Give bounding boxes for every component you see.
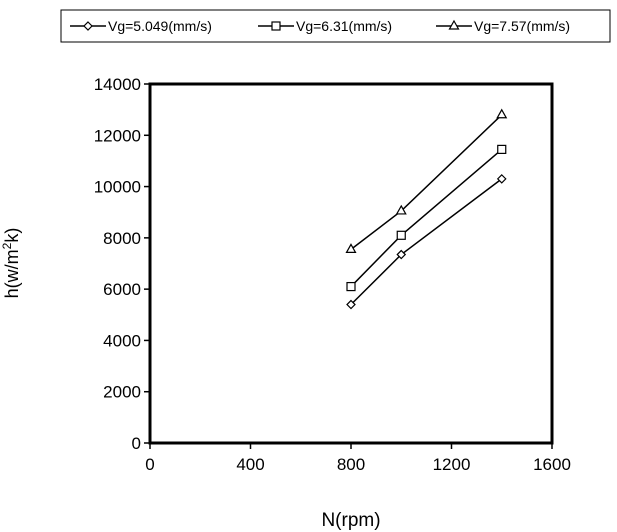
legend-label: Vg=7.57(mm/s) (474, 18, 570, 34)
data-point-diamond (396, 249, 407, 260)
y-tick-label: 2000 (103, 383, 141, 402)
x-tick-label: 1200 (433, 455, 471, 474)
y-tick-label: 4000 (103, 331, 141, 350)
axis-ticks: 0 2000 4000 6000 8000 10000 12000 14000 0 400 800 1… (94, 75, 571, 474)
legend-marker (448, 19, 460, 30)
data-point-triangle (395, 204, 407, 215)
data-point-diamond (496, 174, 507, 184)
series-layer (345, 108, 508, 310)
legend-label: Vg=6.31(mm/s) (296, 18, 392, 34)
data-point-triangle (496, 108, 508, 119)
legend-item: Vg=7.57(mm/s) (436, 18, 570, 34)
legend: Vg=5.049(mm/s) Vg=6.31(mm/s) Vg=7.57(mm/s) (60, 9, 611, 43)
legend-label: Vg=5.049(mm/s) (108, 18, 212, 34)
series-square (346, 144, 507, 292)
legend-box (60, 9, 611, 43)
y-tick-label: 0 (132, 434, 141, 453)
legend-item: Vg=6.31(mm/s) (258, 18, 392, 34)
data-point-square (396, 230, 406, 240)
y-tick-label: 6000 (103, 280, 141, 299)
legend-marker (83, 21, 93, 31)
y-axis-title: h(w/m2k) (0, 228, 22, 299)
legend-marker (271, 21, 281, 31)
y-tick-label: 8000 (103, 229, 141, 248)
x-tick-label: 1600 (533, 455, 571, 474)
data-point-square (346, 281, 356, 292)
plot-area (148, 82, 554, 445)
data-point-square (497, 144, 507, 154)
series-diamond (346, 174, 507, 310)
data-point-triangle (345, 243, 357, 253)
legend-item: Vg=5.049(mm/s) (70, 18, 212, 34)
y-tick-label: 14000 (94, 75, 141, 94)
x-axis-title: N(rpm) (321, 510, 380, 531)
series-triangle (345, 108, 508, 253)
y-tick-label: 12000 (94, 126, 141, 145)
x-tick-label: 0 (145, 455, 154, 474)
data-point-diamond (346, 299, 356, 310)
y-tick-label: 10000 (94, 178, 141, 197)
x-tick-label: 800 (337, 455, 365, 474)
x-tick-label: 400 (236, 455, 264, 474)
